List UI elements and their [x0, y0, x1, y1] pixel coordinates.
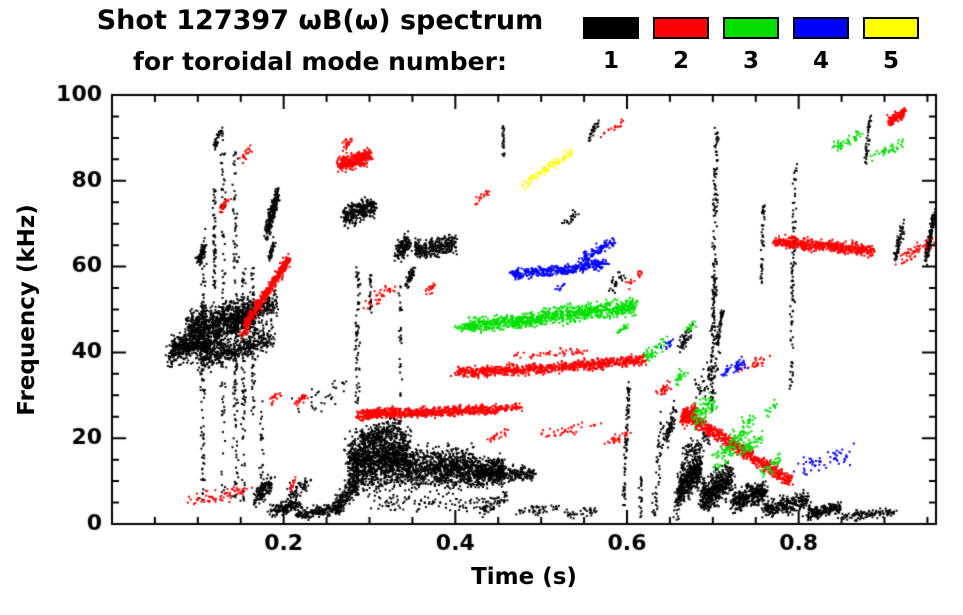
legend-swatch-5 [863, 17, 919, 39]
legend-label-1: 1 [602, 48, 619, 74]
legend-swatch-4 [793, 17, 849, 39]
y-axis-label: Frequency (kHz) [14, 204, 40, 416]
chart-title: Shot 127397 ωB(ω) spectrum [96, 5, 544, 36]
legend-label-4: 4 [812, 48, 829, 74]
legend-swatch-3 [723, 17, 779, 39]
legend-swatch-2 [653, 17, 709, 39]
legend-label-2: 2 [672, 48, 689, 74]
legend-swatch-1 [583, 17, 639, 39]
chart-subtitle: for toroidal mode number: [133, 47, 507, 76]
legend-label-5: 5 [882, 48, 899, 74]
legend-label-3: 3 [742, 48, 759, 74]
x-axis-label: Time (s) [471, 564, 577, 590]
